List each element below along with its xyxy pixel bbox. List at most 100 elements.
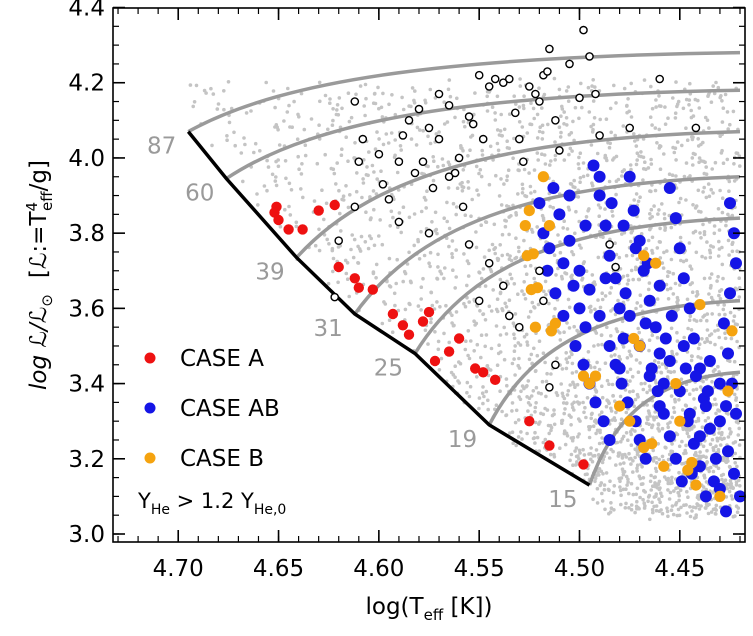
background-star bbox=[616, 454, 621, 458]
background-star bbox=[581, 447, 585, 452]
case-ab-point bbox=[669, 212, 682, 225]
background-star bbox=[670, 504, 675, 508]
background-star bbox=[719, 288, 724, 292]
background-star bbox=[597, 413, 602, 417]
background-star bbox=[496, 257, 501, 261]
background-star bbox=[736, 433, 741, 437]
background-star bbox=[642, 501, 646, 506]
background-star bbox=[694, 515, 698, 520]
background-star bbox=[325, 237, 330, 242]
background-star bbox=[594, 431, 598, 436]
background-star bbox=[278, 224, 283, 229]
background-star bbox=[637, 330, 641, 335]
background-star bbox=[673, 146, 678, 150]
background-star bbox=[584, 215, 589, 219]
case-ab-point bbox=[603, 434, 616, 446]
background-star bbox=[643, 504, 647, 508]
background-star bbox=[609, 501, 613, 505]
background-star bbox=[315, 161, 320, 166]
background-star bbox=[255, 192, 259, 196]
background-star bbox=[709, 283, 713, 288]
background-star bbox=[636, 370, 641, 375]
background-star bbox=[532, 189, 537, 194]
case-ab-point bbox=[613, 362, 626, 375]
background-star bbox=[704, 195, 709, 200]
background-star bbox=[641, 178, 645, 182]
background-star bbox=[485, 364, 490, 368]
background-star bbox=[537, 129, 542, 134]
background-star bbox=[593, 307, 597, 312]
background-star bbox=[613, 353, 617, 357]
background-star bbox=[552, 452, 556, 457]
background-star bbox=[204, 91, 208, 95]
background-star bbox=[320, 188, 324, 192]
background-star bbox=[600, 491, 604, 496]
background-star bbox=[513, 344, 517, 348]
case-b-point bbox=[628, 332, 640, 345]
background-star bbox=[401, 205, 406, 209]
case-ab-point bbox=[629, 242, 642, 255]
background-star bbox=[380, 115, 385, 119]
background-star bbox=[702, 171, 707, 176]
background-star bbox=[518, 343, 523, 347]
background-star bbox=[507, 257, 512, 262]
background-star bbox=[634, 267, 638, 272]
background-star bbox=[726, 212, 730, 217]
background-star bbox=[690, 290, 695, 295]
case-ab-point bbox=[689, 370, 702, 383]
case-ab-point bbox=[577, 358, 590, 371]
background-star bbox=[229, 106, 234, 111]
background-star bbox=[684, 404, 689, 408]
case-a-point bbox=[544, 440, 555, 451]
case-ab-point bbox=[593, 309, 606, 322]
background-star bbox=[595, 486, 600, 491]
background-star bbox=[549, 159, 553, 163]
background-star bbox=[532, 116, 536, 121]
background-star bbox=[359, 234, 364, 239]
background-star bbox=[474, 164, 479, 169]
case-a-point bbox=[417, 316, 429, 327]
background-star bbox=[419, 285, 424, 290]
background-star bbox=[323, 152, 328, 157]
background-star bbox=[408, 279, 413, 284]
background-star bbox=[450, 255, 455, 260]
background-star bbox=[624, 455, 629, 459]
case-a-point bbox=[478, 367, 489, 378]
y-tick-label: 4.0 bbox=[68, 146, 105, 172]
background-star bbox=[627, 491, 631, 496]
background-star bbox=[727, 253, 731, 257]
background-star bbox=[473, 323, 477, 327]
helium-rich-point bbox=[490, 74, 500, 84]
background-star bbox=[274, 175, 278, 179]
background-star bbox=[520, 437, 524, 441]
background-star bbox=[498, 129, 503, 133]
background-star bbox=[675, 140, 680, 144]
background-star bbox=[253, 141, 258, 146]
background-star bbox=[725, 456, 730, 461]
background-star bbox=[380, 242, 385, 247]
background-star bbox=[609, 334, 613, 338]
background-star bbox=[574, 446, 579, 450]
background-star bbox=[532, 276, 536, 281]
background-star bbox=[671, 96, 675, 100]
background-star bbox=[317, 248, 322, 253]
annotation-y: Y bbox=[137, 489, 151, 513]
background-star bbox=[288, 213, 293, 217]
background-star bbox=[543, 162, 548, 166]
case-ab-point bbox=[639, 317, 652, 330]
background-star bbox=[390, 93, 394, 97]
background-star bbox=[295, 137, 300, 141]
background-star bbox=[641, 155, 646, 160]
background-star bbox=[714, 444, 718, 449]
case-ab-point bbox=[579, 219, 592, 232]
track-label-39: 39 bbox=[255, 260, 284, 286]
background-star bbox=[453, 286, 458, 290]
legend-marker-case-ab bbox=[144, 402, 156, 414]
background-star bbox=[243, 142, 247, 147]
background-star bbox=[570, 371, 575, 375]
track-60 bbox=[225, 88, 741, 181]
background-star bbox=[430, 303, 435, 308]
background-star bbox=[586, 209, 590, 213]
background-star bbox=[533, 410, 537, 414]
background-star bbox=[648, 414, 652, 418]
